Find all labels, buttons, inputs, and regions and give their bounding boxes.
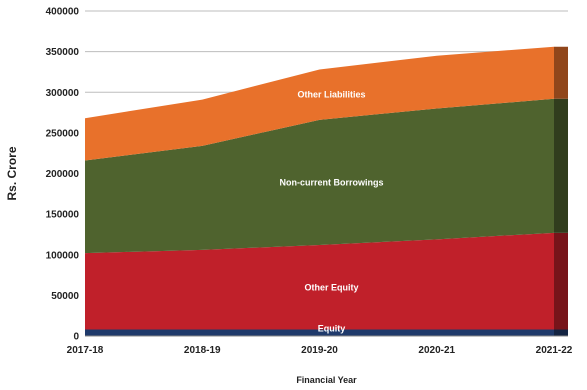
y-tick-label: 100000 <box>46 250 80 261</box>
y-tick-label: 250000 <box>46 128 80 139</box>
y-axis-ticks: 0 50000 100000 150000 200000 250000 300000 3500… <box>46 7 80 343</box>
area-other-equity <box>85 232 554 330</box>
y-tick-label: 350000 <box>46 47 80 58</box>
x-axis-title: Financial Year <box>296 375 357 385</box>
depth-faces <box>554 46 568 336</box>
y-tick-label: 50000 <box>51 291 79 302</box>
side-face-other-liabilities <box>554 46 568 99</box>
y-tick-label: 200000 <box>46 169 80 180</box>
x-tick-label: 2019-20 <box>301 345 338 356</box>
y-axis-title: Rs. Crore <box>5 146 19 200</box>
side-face-non-current-borrowings <box>554 98 568 233</box>
area-non-current-borrowings <box>85 98 554 254</box>
area-label-non-current-borrowings: Non-current Borrowings <box>279 177 383 187</box>
x-axis-ticks: 2017-18 2018-19 2019-20 2020-21 2021-22 <box>67 345 573 356</box>
y-tick-label: 400000 <box>46 7 80 18</box>
y-tick-label: 150000 <box>46 210 80 221</box>
y-tick-label: 300000 <box>46 88 80 99</box>
side-face-other-equity <box>554 232 568 330</box>
x-tick-label: 2017-18 <box>67 345 104 356</box>
area-equity <box>85 329 554 336</box>
area-labels: Equity Other Equity Non-current Borrowings… <box>279 90 383 334</box>
side-face-equity <box>554 329 568 336</box>
y-tick-label: 0 <box>73 332 79 343</box>
x-tick-label: 2020-21 <box>418 345 455 356</box>
area-label-equity: Equity <box>318 324 346 334</box>
area-label-other-equity: Other Equity <box>304 282 358 292</box>
area-series <box>85 46 554 336</box>
x-tick-label: 2021-22 <box>536 345 573 356</box>
x-tick-label: 2018-19 <box>184 345 221 356</box>
area-other-liabilities <box>85 46 554 161</box>
area-label-other-liabilities: Other Liabilities <box>297 90 365 100</box>
